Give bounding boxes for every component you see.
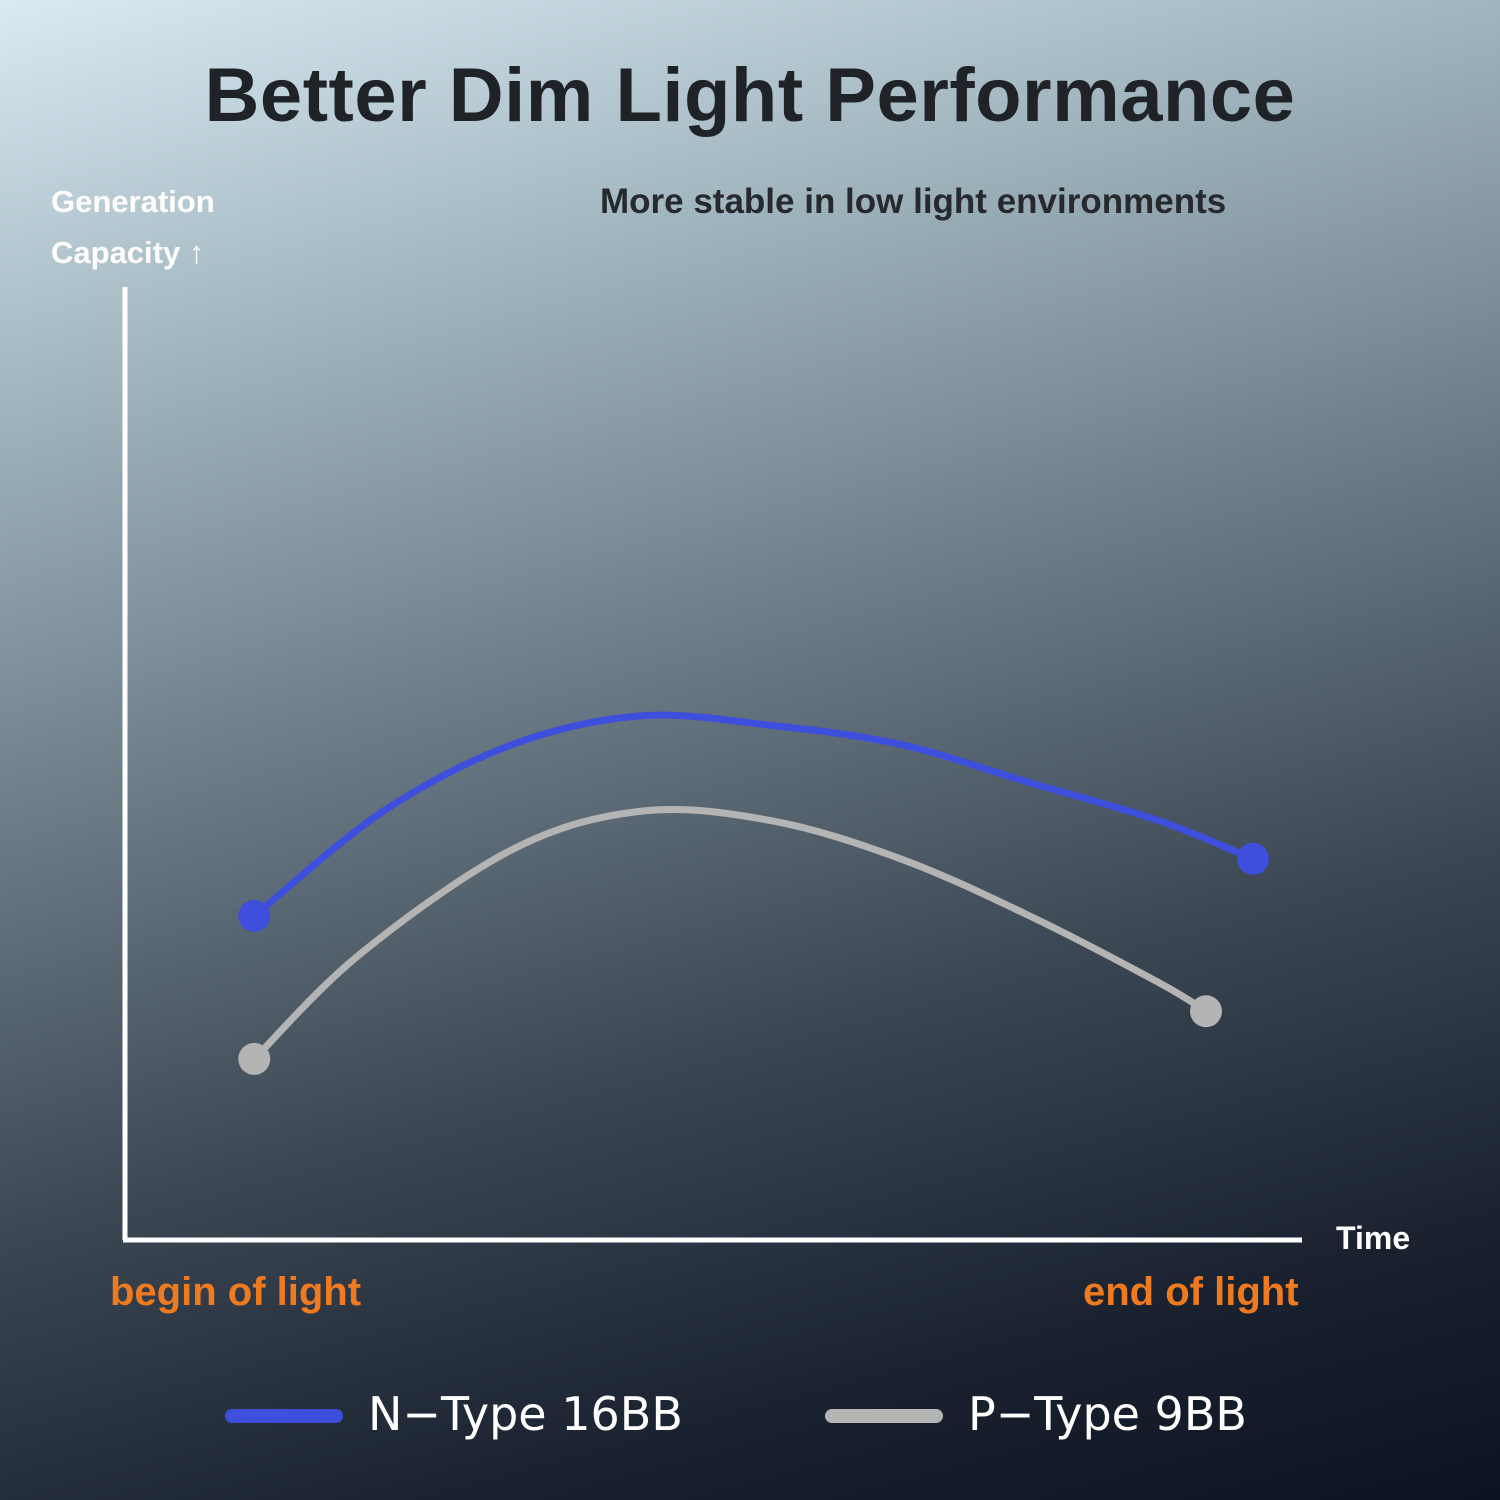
x-tick-label-end: end of light <box>1083 1270 1299 1314</box>
y-axis-label: Generation Capacity ↑ <box>51 176 311 278</box>
series-point-n-type-16bb-end <box>1237 842 1269 875</box>
series-point-n-type-16bb-start <box>238 899 271 932</box>
y-axis-label-line-1: Generation <box>51 184 215 219</box>
series-line-p-type-9bb <box>250 805 1210 1063</box>
series-layer <box>238 711 1269 1075</box>
chart-subtitle: More stable in low light environments <box>600 182 1227 221</box>
series-point-p-type-9bb-start <box>238 1042 271 1075</box>
legend-label-p-type: P−Type 9BB <box>968 1387 1247 1441</box>
x-tick-label-start: begin of light <box>110 1270 362 1314</box>
y-axis-label-line-2: Capacity ↑ <box>51 235 205 270</box>
legend-label-n-type: N−Type 16BB <box>368 1387 683 1441</box>
legend-swatch-p-type <box>825 1409 943 1423</box>
series-point-p-type-9bb-end <box>1190 995 1222 1028</box>
series-line-n-type-16bb <box>250 711 1257 920</box>
chart-title: Better Dim Light Performance <box>204 53 1296 138</box>
x-axis-label: Time <box>1336 1220 1411 1256</box>
legend-swatch-n-type <box>225 1409 343 1423</box>
